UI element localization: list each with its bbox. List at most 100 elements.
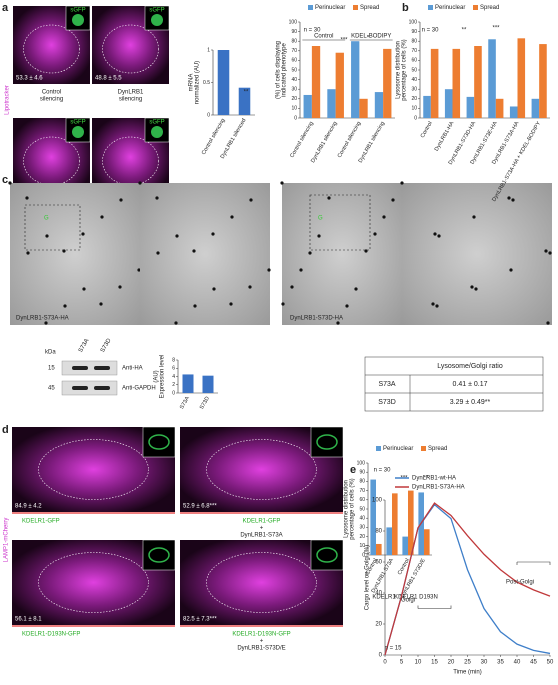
lane-label: S73D xyxy=(100,337,113,354)
bar xyxy=(370,479,376,555)
y-tick-label: 40 xyxy=(411,77,417,83)
inset-cell xyxy=(148,434,170,450)
caption: KDELR1-GFP xyxy=(22,519,60,525)
table-cell: 0.41 ± 0.17 xyxy=(453,381,488,388)
bar xyxy=(495,98,504,118)
y-tick-label: 50 xyxy=(291,67,297,73)
band xyxy=(72,386,88,390)
gold-particle xyxy=(63,304,67,308)
bar xyxy=(386,527,392,555)
gold-particle xyxy=(230,215,234,219)
gold-particle xyxy=(249,198,253,202)
bar xyxy=(423,95,431,118)
legend-label: Perinuclear xyxy=(435,5,465,11)
y-tick-label: 20 xyxy=(411,96,417,102)
gold-particle xyxy=(25,196,29,200)
gold-particle xyxy=(391,198,395,202)
inset xyxy=(142,539,176,571)
table-cell: S73A xyxy=(378,381,395,388)
y-tick-label: 8 xyxy=(172,357,175,363)
x-axis-label: Time (min) xyxy=(453,670,481,676)
gold-particle xyxy=(119,198,123,202)
bar xyxy=(182,374,194,393)
caption: Control xyxy=(42,90,61,96)
gold-particle xyxy=(248,285,252,289)
gold-particle xyxy=(400,181,404,185)
y-tick-label: 90 xyxy=(411,29,417,35)
y-axis-label: percentage of cells (%) xyxy=(402,39,408,100)
legend-swatch xyxy=(428,5,433,10)
lane-label: S73A xyxy=(78,338,91,354)
x-tick-label: DynLRB1 silencing xyxy=(310,121,338,164)
inset-label: sGFP xyxy=(70,8,85,14)
kda: 45 xyxy=(48,386,55,392)
kda: 15 xyxy=(48,366,55,372)
gold-particle xyxy=(26,251,30,255)
bar xyxy=(402,536,408,555)
x-tick-label: 0 xyxy=(383,660,387,666)
y-tick-label: 80 xyxy=(411,39,417,45)
table-cell: S73D xyxy=(378,399,396,406)
annotation: Post-Golgi xyxy=(506,580,534,586)
y-tick-label: 2 xyxy=(172,382,175,388)
gold-particle xyxy=(118,285,122,289)
band xyxy=(72,366,88,370)
x-tick-label: 10 xyxy=(415,660,422,666)
legend-label: Perinuclear xyxy=(315,5,345,11)
y-tick-label: 100 xyxy=(372,498,383,504)
x-tick-label: 40 xyxy=(514,660,521,666)
x-tick-label: 5 xyxy=(400,660,404,666)
y-tick-label: 4 xyxy=(172,374,175,380)
x-tick-label: 45 xyxy=(530,660,537,666)
bar xyxy=(202,375,214,393)
gold-particle xyxy=(81,232,85,236)
gold-particle xyxy=(364,249,368,253)
y-tick-label: 80 xyxy=(375,529,382,535)
bar xyxy=(474,46,482,118)
panel-letter: c xyxy=(2,174,8,186)
bar xyxy=(303,94,312,118)
gold-particle xyxy=(472,215,476,219)
gold-particle xyxy=(82,287,86,291)
bar xyxy=(311,46,321,118)
annotation: *** xyxy=(492,26,500,32)
cell-outline xyxy=(38,439,149,500)
bar xyxy=(217,50,230,115)
x-tick-label: DynLRB1-HA xyxy=(434,120,456,152)
table xyxy=(364,356,544,412)
value-text: 82.5 ± 7.3*** xyxy=(183,617,217,623)
gold-particle xyxy=(544,249,548,253)
gold-particle xyxy=(193,304,197,308)
gold-particle xyxy=(267,268,271,272)
antibody: Anti-HA xyxy=(122,366,143,372)
y-tick-label: 60 xyxy=(359,497,365,503)
group-label: KDELR1 D193N xyxy=(394,595,438,601)
gold-particle xyxy=(509,268,513,272)
bar xyxy=(488,39,496,118)
bar xyxy=(374,92,384,118)
value-text: 52.9 ± 6.8*** xyxy=(183,504,217,510)
gold-particle xyxy=(156,251,160,255)
x-tick-label: Control silencing xyxy=(289,121,315,159)
em-image xyxy=(282,183,402,325)
y-tick-label: 30 xyxy=(359,525,365,531)
gold-particle xyxy=(8,181,12,185)
y-tick-label: 70 xyxy=(359,488,365,494)
gold-particle xyxy=(155,196,159,200)
y-tick-label: 70 xyxy=(411,48,417,54)
group-label: Control xyxy=(314,34,333,40)
cell-outline xyxy=(23,24,80,74)
legend-label: Spread xyxy=(360,5,379,11)
panel-letter: a xyxy=(2,2,9,14)
caption: silencing xyxy=(119,97,142,103)
y-tick-label: 80 xyxy=(291,39,297,45)
y-tick-label: 10 xyxy=(411,106,417,112)
gold-particle xyxy=(548,251,552,255)
inset-cell xyxy=(151,126,163,138)
gold-particle xyxy=(354,287,358,291)
x-tick-label: 25 xyxy=(464,660,471,666)
y-tick-label: 100 xyxy=(289,19,298,25)
blot xyxy=(61,360,118,376)
y-tick-label: 70 xyxy=(291,48,297,54)
